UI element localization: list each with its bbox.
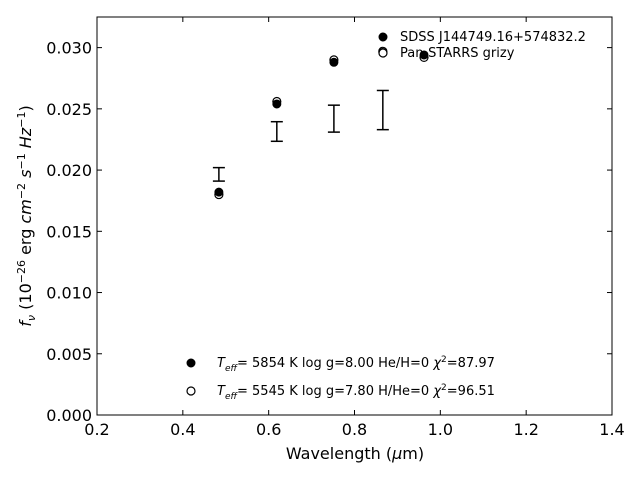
fit-1-marker <box>186 358 196 368</box>
legend-marker-open <box>378 48 388 58</box>
y-tick-label: 0.025 <box>46 100 92 119</box>
legend-label-1: SDSS J144749.16+574832.2 <box>400 30 586 45</box>
point-open <box>419 52 429 63</box>
point-open <box>272 96 282 107</box>
x-tick-label: 0.2 <box>84 420 109 439</box>
y-tick-label: 0.010 <box>46 284 92 303</box>
x-axis-label: Wavelength (μm) <box>286 444 424 463</box>
fit-2-logg: log g=7.80 <box>302 384 374 399</box>
x-tick-label: 0.8 <box>342 420 367 439</box>
x-tick-label: 0.6 <box>256 420 281 439</box>
x-tick-label: 1.2 <box>513 420 538 439</box>
x-tick-label: 1.4 <box>599 420 624 439</box>
y-axis-label: fν (10−26 erg cm−2 s−1 Hz−1) <box>15 105 38 326</box>
error-bars <box>212 89 389 182</box>
point-filled <box>419 50 429 60</box>
point-open <box>329 55 339 65</box>
point-filled <box>214 187 224 197</box>
error-bar <box>327 104 340 133</box>
y-tick-label: 0.000 <box>46 406 92 425</box>
point-filled <box>272 99 282 109</box>
legend-label-2: Pan-STARRS grizy <box>400 46 515 61</box>
fit-2-marker <box>186 386 196 396</box>
x-tick-label: 0.4 <box>170 420 195 439</box>
fit-1-logg: log g=8.00 <box>302 356 374 371</box>
x-tick-label: 1.0 <box>428 420 453 439</box>
y-tick-label: 0.015 <box>46 222 92 241</box>
fit-1-chi2: =87.97 <box>447 356 495 371</box>
fit-1-teff: 5854 K <box>252 356 298 371</box>
fit-1-text: Teff= 5854 K log g=8.00 He/H=0 χ2=87.97 <box>217 355 495 374</box>
y-tick-label: 0.005 <box>46 345 92 364</box>
fit-2-chi2: =96.51 <box>447 384 495 399</box>
fit-1-composition: He/H=0 <box>378 356 429 371</box>
point-open <box>214 189 224 200</box>
point-filled <box>329 57 339 67</box>
fit-2-teff: 5545 K <box>252 384 298 399</box>
error-bar <box>376 89 389 131</box>
error-bar <box>270 120 283 143</box>
error-bar <box>212 166 225 182</box>
y-tick-label: 0.020 <box>46 161 92 180</box>
fit-annotations: Teff= 5854 K log g=8.00 He/H=0 χ2=87.97 … <box>186 355 495 402</box>
legend-marker-filled <box>378 32 388 42</box>
y-tick-label: 0.030 <box>46 39 92 58</box>
fit-2-composition: H/He=0 <box>378 384 429 399</box>
legend: SDSS J144749.16+574832.2 Pan-STARRS griz… <box>378 30 586 61</box>
data-points <box>214 46 429 200</box>
fit-2-text: Teff= 5545 K log g=7.80 H/He=0 χ2=96.51 <box>217 383 495 402</box>
axis-ticks: 0.2 0.4 0.6 0.8 1.0 1.2 1.4 0.000 0.005 0.010 0.01… <box>46 17 625 439</box>
